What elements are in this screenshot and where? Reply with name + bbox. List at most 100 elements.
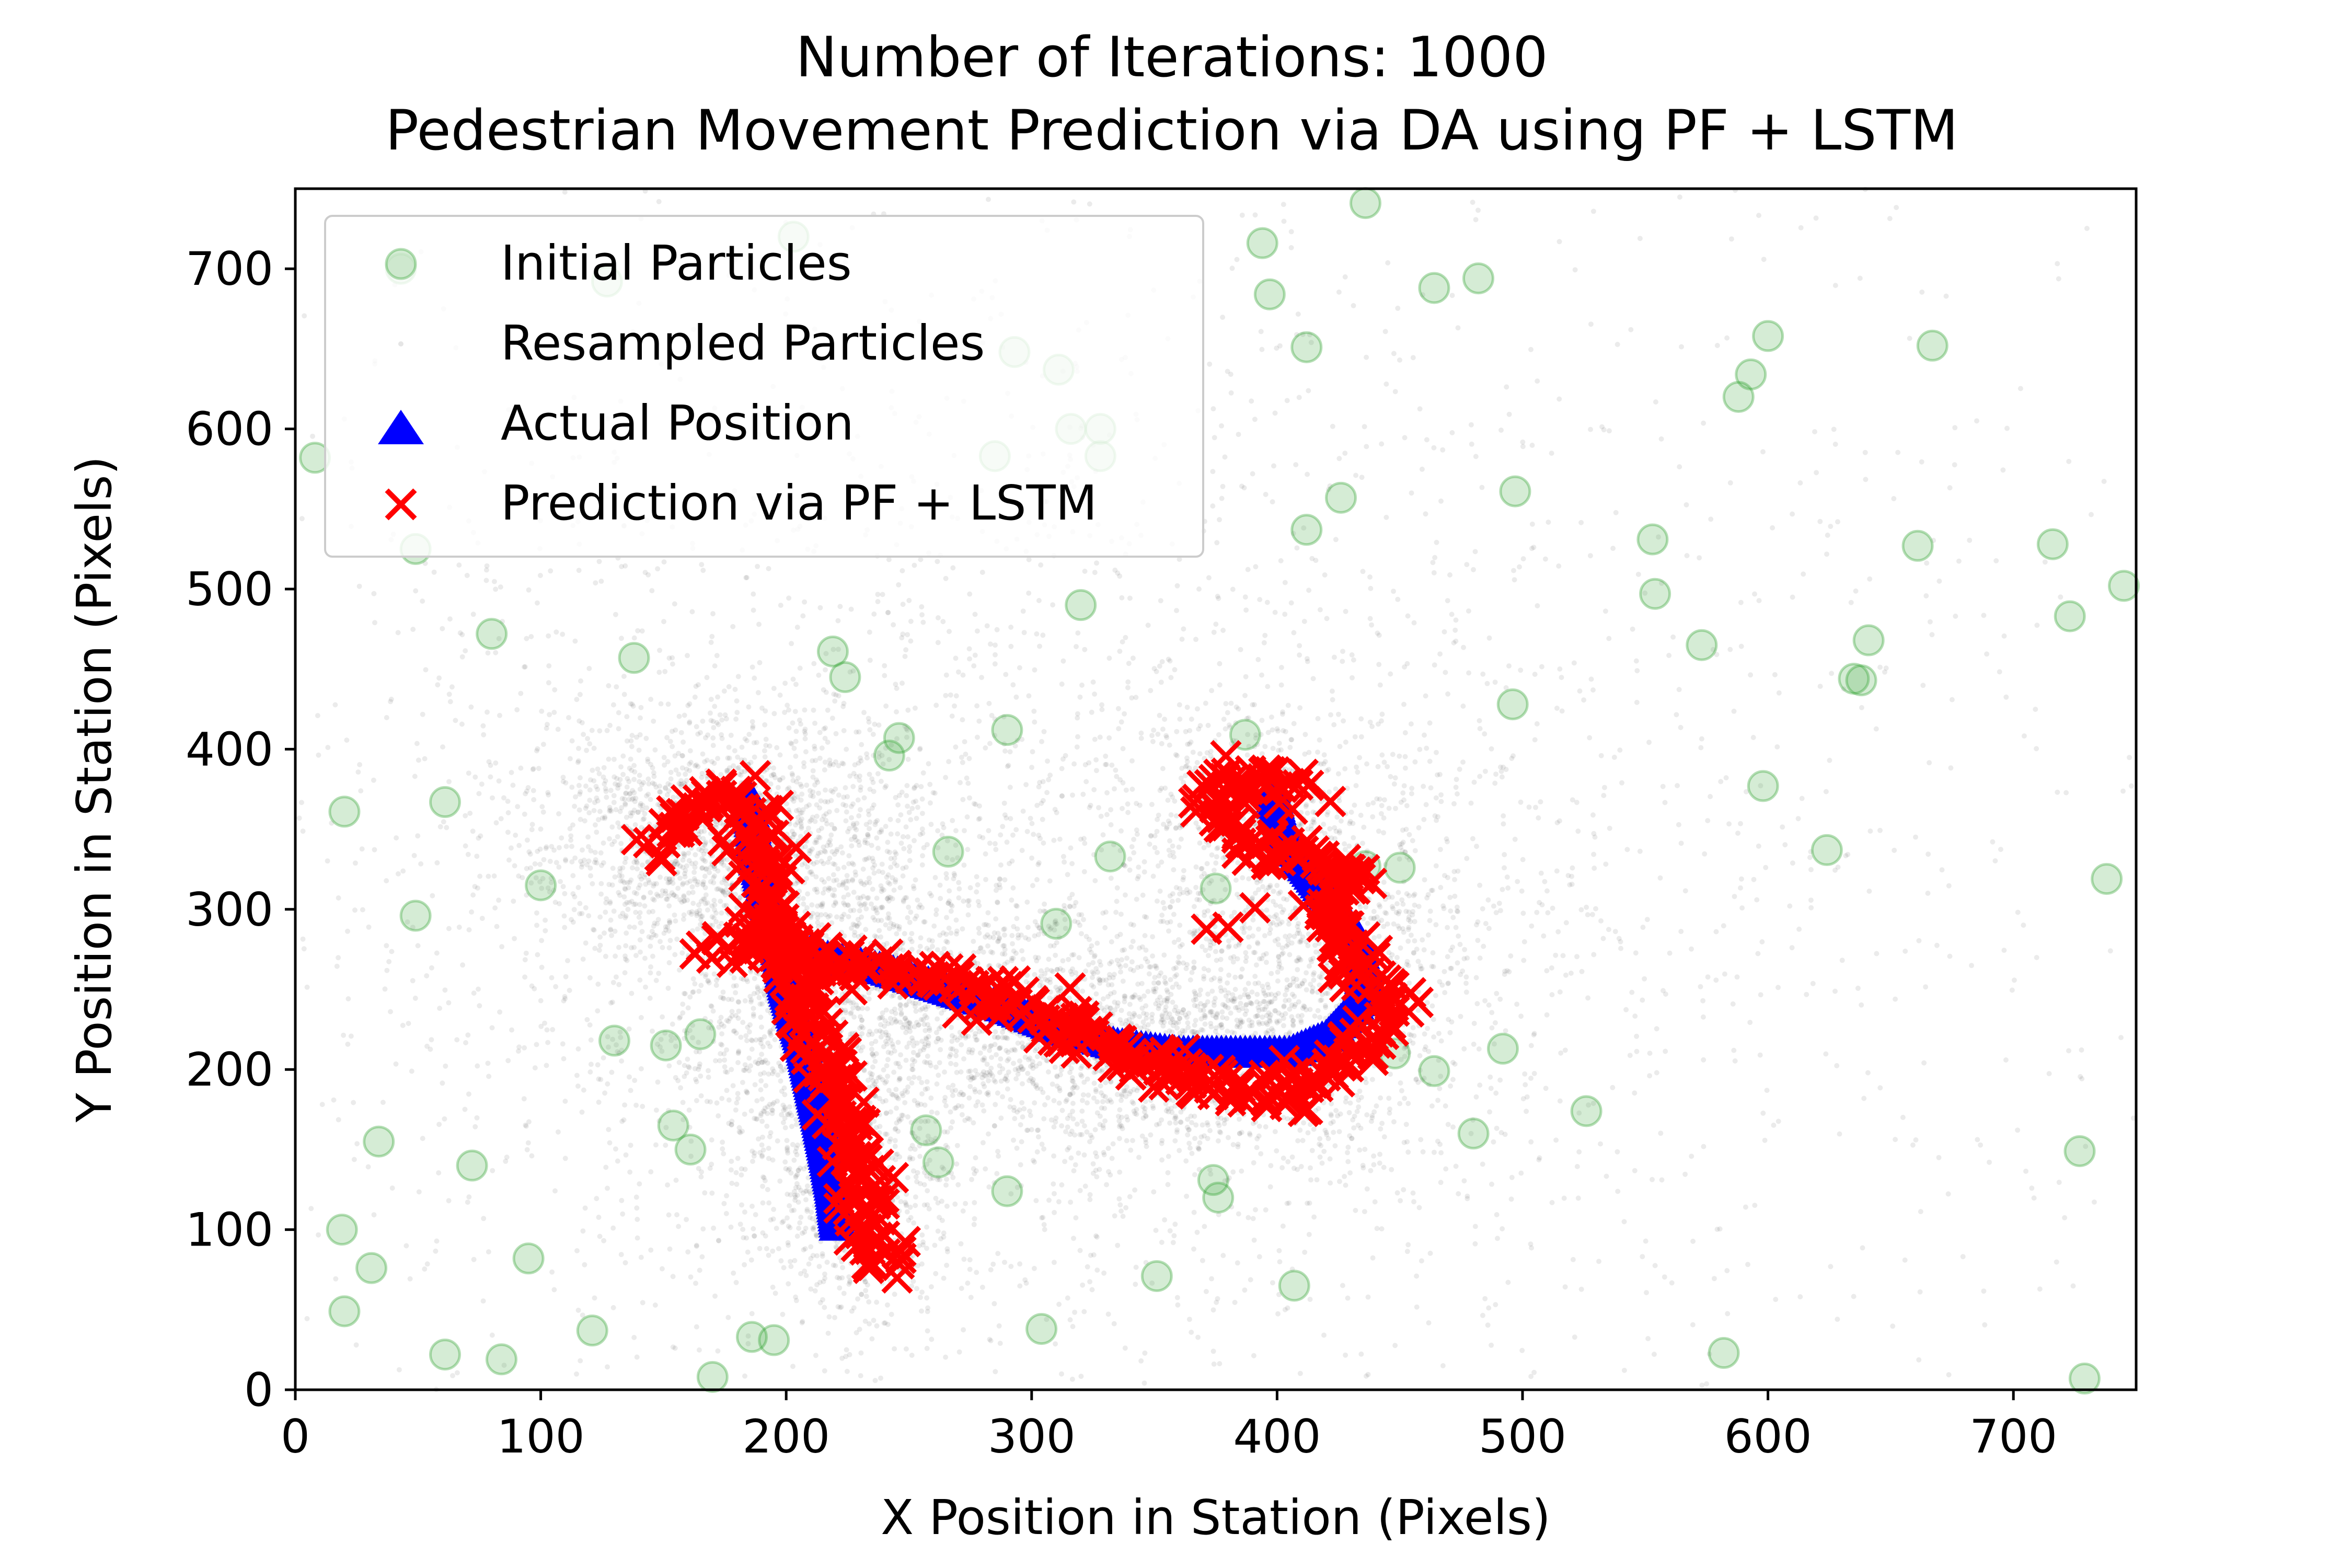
resampled-particle <box>633 1102 639 1108</box>
resampled-particle <box>818 858 824 864</box>
resampled-particle <box>704 757 710 763</box>
resampled-particle <box>1398 1080 1403 1086</box>
resampled-particle <box>833 901 838 906</box>
resampled-particle <box>1281 1023 1286 1029</box>
resampled-particle <box>595 787 601 792</box>
resampled-particle <box>1100 996 1106 1002</box>
resampled-particle <box>617 809 623 814</box>
resampled-particle <box>827 757 833 763</box>
resampled-particle <box>834 848 839 854</box>
resampled-particle <box>673 918 678 924</box>
resampled-particle <box>890 1041 895 1047</box>
resampled-particle <box>1030 883 1035 889</box>
resampled-particle <box>859 742 864 747</box>
resampled-particle <box>795 1167 801 1173</box>
resampled-particle <box>894 1151 900 1157</box>
resampled-particle <box>811 1227 816 1232</box>
resampled-particle <box>994 1052 999 1057</box>
resampled-particle <box>785 1145 790 1150</box>
resampled-particle <box>892 849 898 855</box>
resampled-particle <box>744 1235 750 1241</box>
resampled-particle <box>636 885 641 891</box>
resampled-particle <box>668 769 674 775</box>
resampled-particle <box>909 1067 915 1073</box>
resampled-particle <box>864 840 870 846</box>
resampled-particle <box>1070 966 1075 972</box>
resampled-particle <box>796 807 802 813</box>
resampled-particle <box>1357 1147 1363 1153</box>
resampled-particle <box>742 1167 748 1172</box>
resampled-particle <box>516 873 522 879</box>
resampled-particle <box>895 1194 901 1200</box>
resampled-particle <box>1122 999 1127 1005</box>
resampled-particle <box>700 751 706 757</box>
resampled-particle <box>1005 1086 1010 1092</box>
resampled-particle <box>1085 1076 1090 1082</box>
resampled-particle <box>692 864 698 870</box>
resampled-particle <box>719 888 725 894</box>
resampled-particle <box>855 1005 860 1011</box>
resampled-particle <box>814 1233 820 1239</box>
resampled-particle <box>887 1016 893 1021</box>
resampled-particle <box>919 1308 924 1314</box>
resampled-particle <box>499 944 505 950</box>
resampled-particle <box>998 1078 1004 1084</box>
resampled-particle <box>735 766 741 771</box>
resampled-particle <box>770 1066 776 1071</box>
resampled-particle <box>686 858 692 863</box>
resampled-particle <box>887 1136 893 1142</box>
resampled-particle <box>1034 1046 1040 1052</box>
resampled-particle <box>634 734 639 740</box>
resampled-particle <box>658 1044 663 1050</box>
resampled-particle <box>739 769 744 775</box>
resampled-particle <box>939 1198 944 1204</box>
resampled-particle <box>754 740 759 745</box>
resampled-particle <box>1097 977 1103 983</box>
resampled-particle <box>815 779 821 785</box>
resampled-particle <box>826 885 832 891</box>
resampled-particle <box>630 788 636 793</box>
resampled-particle <box>1095 970 1101 975</box>
resampled-particle <box>831 861 836 867</box>
resampled-particle <box>732 1028 737 1034</box>
resampled-particle <box>1195 1030 1201 1035</box>
resampled-particle <box>1252 981 1258 986</box>
resampled-particle <box>1059 1108 1065 1113</box>
resampled-particle <box>673 727 678 733</box>
resampled-particle <box>1275 990 1281 996</box>
resampled-particle <box>925 1086 930 1091</box>
resampled-particle <box>809 846 815 852</box>
resampled-particle <box>637 779 642 785</box>
resampled-particle <box>1155 997 1160 1003</box>
resampled-particle <box>927 1171 933 1177</box>
resampled-particle <box>569 859 575 864</box>
resampled-particle <box>1072 1132 1078 1138</box>
resampled-particle <box>1200 1122 1205 1128</box>
resampled-particle <box>556 811 561 816</box>
resampled-particle <box>888 920 894 926</box>
resampled-particle <box>909 931 915 937</box>
resampled-particle <box>1318 998 1323 1004</box>
resampled-particle <box>781 1265 787 1271</box>
resampled-particle <box>1118 969 1123 975</box>
resampled-particle <box>814 890 820 895</box>
resampled-particle <box>736 1008 742 1014</box>
resampled-particle <box>685 1005 691 1011</box>
resampled-particle <box>708 718 714 723</box>
resampled-particle <box>831 1262 836 1268</box>
resampled-particle <box>1035 932 1041 938</box>
resampled-particle <box>808 1244 814 1250</box>
resampled-particle <box>767 1029 773 1035</box>
resampled-particle <box>1062 917 1068 923</box>
resampled-particle <box>689 912 694 917</box>
resampled-particle <box>718 772 724 777</box>
resampled-particle <box>703 867 709 872</box>
resampled-particle <box>1410 838 1415 844</box>
resampled-particle <box>795 794 800 800</box>
resampled-particle <box>832 1315 837 1320</box>
resampled-particle <box>607 899 613 905</box>
resampled-particle <box>1070 1109 1075 1114</box>
resampled-particle <box>995 1251 1001 1256</box>
resampled-particle <box>511 898 516 904</box>
resampled-particle <box>1088 1133 1093 1138</box>
